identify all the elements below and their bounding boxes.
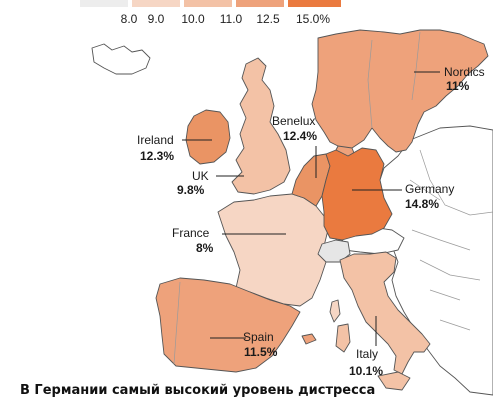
region-france bbox=[217, 193, 341, 323]
label-ireland-value: 12.3% bbox=[140, 149, 174, 163]
italy-shape bbox=[339, 251, 431, 375]
legend-tick-1: 8.0 bbox=[121, 12, 138, 26]
sicily-shape bbox=[377, 371, 411, 391]
corsica-shape bbox=[329, 299, 341, 323]
region-spain bbox=[155, 277, 317, 373]
label-italy-name: Italy bbox=[356, 347, 378, 361]
label-benelux-value: 12.4% bbox=[283, 129, 317, 143]
legend-tick-4: 11.0 bbox=[220, 12, 243, 26]
label-nordics-value: 11% bbox=[446, 79, 470, 93]
labels: Nordics 11% Ireland 12.3% UK 9.8% Benelu… bbox=[137, 65, 485, 378]
legend-swatch-3 bbox=[184, 0, 232, 7]
label-france-name: France bbox=[172, 226, 210, 240]
legend-swatch-4 bbox=[236, 0, 284, 7]
germany-shape bbox=[321, 147, 393, 241]
legend-swatch-2 bbox=[132, 0, 180, 7]
portugal-border bbox=[173, 281, 181, 365]
legend-tick-2: 9.0 bbox=[148, 12, 165, 26]
label-benelux-name: Benelux bbox=[272, 114, 315, 128]
label-spain-value: 11.5% bbox=[244, 345, 278, 359]
uk-shape bbox=[231, 57, 291, 195]
sardinia-shape bbox=[335, 323, 351, 353]
nordics-shape bbox=[311, 29, 489, 153]
region-uk bbox=[231, 57, 291, 195]
legend-tick-6: 15.0% bbox=[296, 12, 330, 26]
legend-swatch-1 bbox=[80, 0, 128, 7]
label-ireland-name: Ireland bbox=[137, 133, 174, 147]
legend-tick-5: 12.5 bbox=[256, 12, 280, 26]
ireland-shape bbox=[185, 109, 231, 165]
balearics-shape bbox=[301, 333, 317, 345]
label-uk-value: 9.8% bbox=[177, 183, 205, 197]
iceland-shape bbox=[91, 43, 151, 75]
label-uk-name: UK bbox=[192, 169, 209, 183]
nordics-borders bbox=[367, 31, 421, 129]
label-nordics-name: Nordics bbox=[444, 65, 485, 79]
region-italy bbox=[335, 251, 431, 391]
label-germany-name: Germany bbox=[405, 182, 454, 196]
label-spain-name: Spain bbox=[243, 330, 274, 344]
legend-tick-3: 10.0 bbox=[181, 12, 205, 26]
spain-shape bbox=[155, 277, 301, 373]
legend: 8.0 9.0 10.0 11.0 12.5 15.0% bbox=[80, 0, 341, 26]
region-germany bbox=[321, 147, 393, 241]
france-shape bbox=[217, 193, 329, 307]
region-ireland bbox=[185, 109, 231, 165]
leader-lines bbox=[182, 71, 440, 346]
label-germany-value: 14.8% bbox=[405, 197, 439, 211]
eastern-borders bbox=[409, 149, 493, 331]
label-italy-value: 10.1% bbox=[349, 364, 383, 378]
caption: В Германии самый высокий уровень дистрес… bbox=[20, 383, 376, 398]
label-france-value: 8% bbox=[196, 241, 214, 255]
legend-swatch-5 bbox=[288, 0, 341, 7]
